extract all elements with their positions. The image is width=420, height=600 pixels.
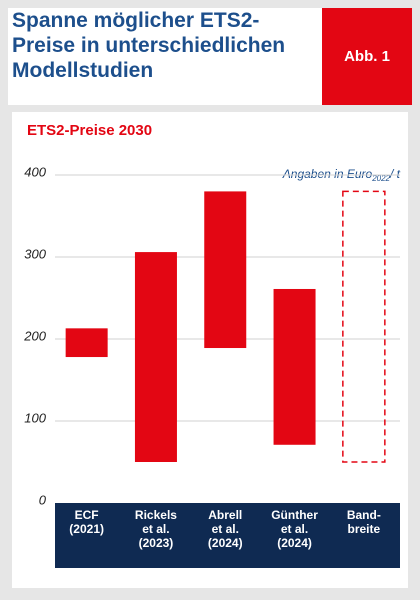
x-tick-label: Rickels et al. (2023) xyxy=(134,508,177,550)
range-bar xyxy=(204,191,247,349)
x-tick-label: Abrell et al. (2024) xyxy=(207,508,243,550)
range-outline xyxy=(342,190,386,463)
range-bar xyxy=(65,328,108,358)
y-tick-label: 400 xyxy=(24,164,46,179)
x-tick-label: ECF (2021) xyxy=(69,508,104,536)
chart-subtitle: ETS2-Preise 2030 xyxy=(27,122,152,139)
range-bar xyxy=(134,252,177,462)
unit-label: Angaben in Euro2022/ t xyxy=(282,167,401,183)
x-tick-label: Günther et al. (2024) xyxy=(271,508,318,550)
x-tick-label: Band- breite xyxy=(346,508,381,536)
unit-sub: 2022 xyxy=(371,174,390,183)
category-band xyxy=(55,503,400,568)
chart-title: Spanne möglicher ETS2-Preise in untersch… xyxy=(12,9,286,82)
unit-suffix: / t xyxy=(389,167,401,181)
unit-prefix: Angaben in Euro xyxy=(282,167,373,181)
range-bar xyxy=(273,288,316,445)
figure-badge: Abb. 1 xyxy=(322,8,412,105)
y-tick-label: 200 xyxy=(23,328,46,343)
y-tick-label: 100 xyxy=(24,410,46,425)
y-tick-label: 300 xyxy=(24,246,46,261)
y-tick-label: 0 xyxy=(39,492,47,507)
header xyxy=(8,8,322,105)
